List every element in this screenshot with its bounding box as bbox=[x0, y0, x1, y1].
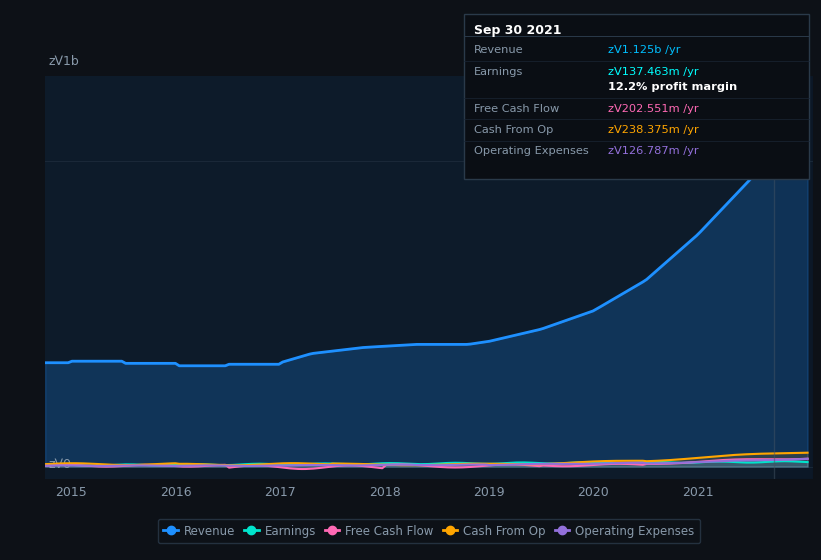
Bar bbox=[774, 76, 813, 479]
Text: Revenue: Revenue bbox=[474, 45, 523, 55]
Text: zᐯ0: zᐯ0 bbox=[49, 458, 72, 471]
Text: zᐯ1b: zᐯ1b bbox=[49, 54, 80, 68]
Text: zᐯ1.125b /yr: zᐯ1.125b /yr bbox=[608, 45, 680, 55]
Text: 12.2% profit margin: 12.2% profit margin bbox=[608, 82, 736, 92]
Text: Earnings: Earnings bbox=[474, 67, 523, 77]
Text: zᐯ137.463m /yr: zᐯ137.463m /yr bbox=[608, 67, 698, 77]
Text: Operating Expenses: Operating Expenses bbox=[474, 146, 589, 156]
Text: Free Cash Flow: Free Cash Flow bbox=[474, 104, 559, 114]
Text: zᐯ202.551m /yr: zᐯ202.551m /yr bbox=[608, 104, 698, 114]
Text: Sep 30 2021: Sep 30 2021 bbox=[474, 24, 562, 37]
Text: Cash From Op: Cash From Op bbox=[474, 125, 553, 135]
Text: zᐯ126.787m /yr: zᐯ126.787m /yr bbox=[608, 146, 698, 156]
Text: zᐯ238.375m /yr: zᐯ238.375m /yr bbox=[608, 125, 699, 135]
Legend: Revenue, Earnings, Free Cash Flow, Cash From Op, Operating Expenses: Revenue, Earnings, Free Cash Flow, Cash … bbox=[158, 519, 700, 543]
